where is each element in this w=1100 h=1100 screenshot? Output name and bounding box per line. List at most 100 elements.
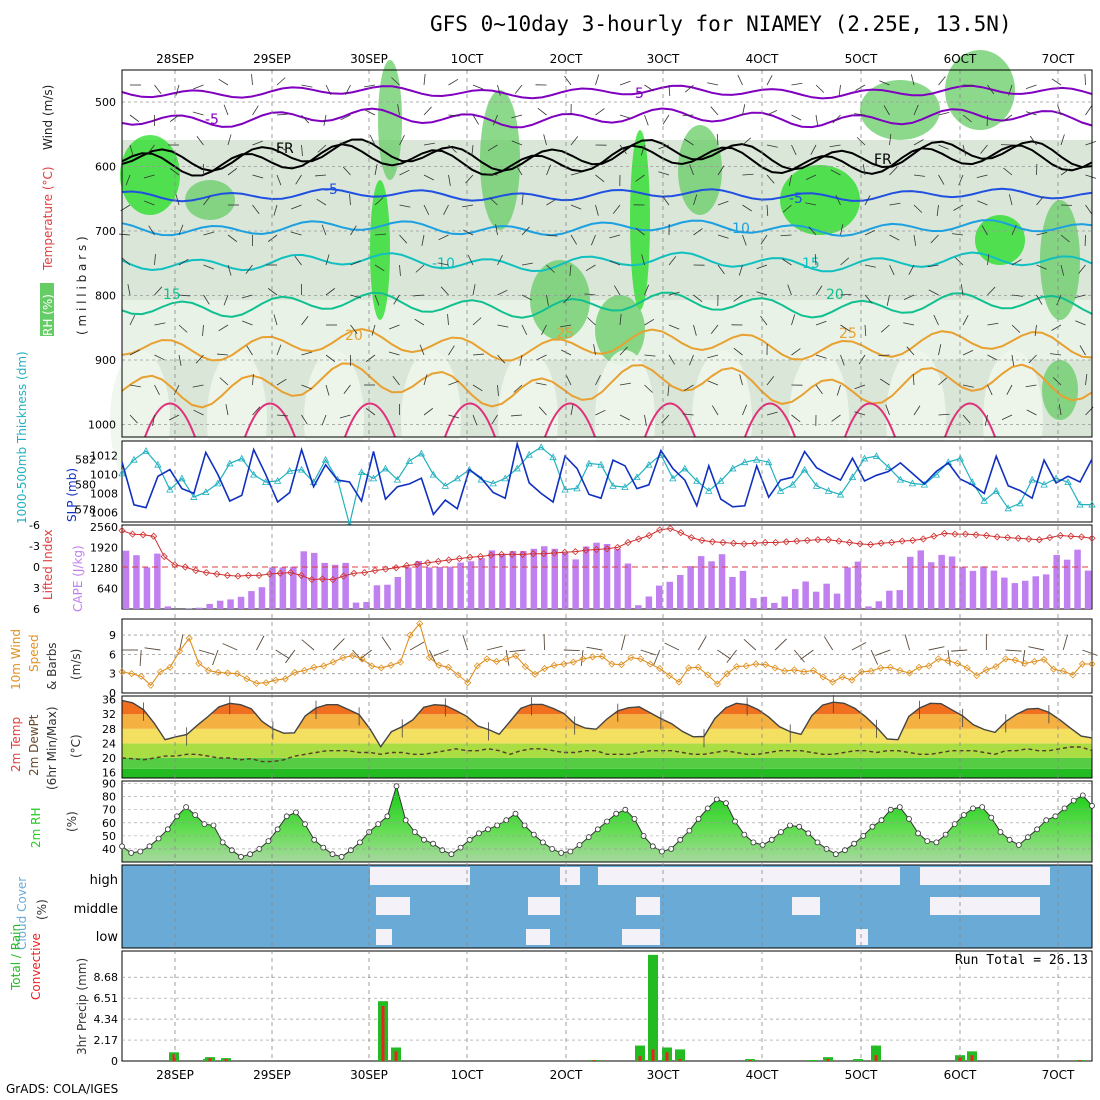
- wind-barb: [780, 234, 792, 237]
- wind-barb: [938, 144, 949, 150]
- temperature-contour: [121, 327, 1093, 362]
- rh-point: [594, 826, 601, 833]
- rh-point: [869, 823, 876, 830]
- rh-shading-band: [122, 140, 1092, 230]
- wind-barb: [365, 408, 376, 416]
- thickness-point: [884, 463, 893, 471]
- wind-barb: [644, 114, 649, 126]
- cape-bar: [708, 561, 715, 609]
- precip-total-bar: [871, 1045, 881, 1061]
- thickness-point: [1064, 478, 1072, 486]
- wind-speed-point: [272, 676, 280, 684]
- wind-barb: [419, 344, 425, 356]
- grads-credit: GrADS: COLA/IGES: [6, 1082, 119, 1096]
- middle-cloud-clear-patch: [528, 897, 560, 915]
- temp-axis-label: Temperature (°C): [41, 166, 55, 271]
- wind-speed-point: [1059, 667, 1067, 675]
- rh-point: [631, 816, 638, 822]
- temp-tick: 32: [102, 708, 116, 721]
- wind-barb: [641, 254, 645, 266]
- rh2m-units: (%): [65, 811, 79, 832]
- wind-barb: [301, 414, 308, 425]
- wind-speed-point: [1001, 655, 1010, 663]
- middle-cloud-clear-patch: [792, 897, 820, 915]
- wind-barb-10m: [543, 633, 546, 651]
- thickness-point: [800, 465, 809, 473]
- wind-barb: [392, 375, 400, 386]
- rh-point: [613, 810, 620, 817]
- wind-speed-point: [1011, 656, 1019, 664]
- precip-conv-bar: [874, 1055, 878, 1061]
- wind-speed-point: [368, 662, 376, 670]
- rh-point: [787, 822, 793, 829]
- cape-bar: [269, 567, 276, 609]
- temp-band: [122, 768, 1092, 778]
- lifted-index-point: [487, 551, 495, 559]
- rh-point: [338, 853, 345, 860]
- wind-barb: [565, 374, 572, 386]
- wind-barb: [570, 136, 579, 146]
- wind-barb: [689, 354, 694, 366]
- cape-bar: [394, 577, 402, 609]
- wind-speed-point: [521, 663, 529, 671]
- wind-barb: [791, 114, 802, 121]
- wind-barb: [471, 144, 474, 156]
- rh-point: [677, 836, 684, 843]
- thickness-point: [1088, 500, 1096, 508]
- wind-speed-point: [387, 661, 395, 669]
- rh-point: [274, 826, 281, 833]
- thickness-point: [214, 479, 222, 487]
- wind-tick: 6: [109, 648, 116, 661]
- thickness-point: [693, 477, 701, 484]
- lifted-index-point: [867, 541, 875, 549]
- precip-units: 3hr Precip (mm): [75, 958, 89, 1055]
- axis-labels: 28SEP 28SEP 29SEP 29SEP 30SEP 30SEP 1OCT 1OCT 2O…: [9, 52, 1075, 1082]
- cape-bar: [969, 570, 977, 609]
- contour-label: -5: [324, 182, 338, 198]
- wind-barb: [325, 84, 332, 96]
- wind-speed-point: [713, 680, 722, 688]
- wind-barb-10m: [301, 639, 315, 651]
- precip-conv-bar: [208, 1058, 212, 1061]
- cape-bar: [237, 596, 245, 609]
- wind-barb: [864, 294, 873, 304]
- wind-barb: [497, 354, 506, 364]
- cape-bar: [687, 566, 694, 609]
- wind-barb: [125, 174, 131, 186]
- wind-barb: [667, 384, 670, 396]
- cape-bar: [561, 552, 569, 609]
- precip-conv-bar: [224, 1059, 228, 1061]
- wind-barb: [301, 114, 310, 124]
- wind-barb: [291, 204, 302, 210]
- wind-barb: [399, 234, 408, 244]
- thickness-point: [860, 454, 869, 462]
- wind-barb: [1026, 409, 1037, 416]
- cloud-level-label: middle: [74, 902, 118, 917]
- low-cloud-clear-patch: [622, 929, 660, 945]
- rh-point: [201, 821, 208, 827]
- rh-point: [1052, 813, 1059, 820]
- wind-barb: [831, 414, 841, 422]
- wind-barb: [323, 114, 327, 126]
- wind-barb: [493, 114, 498, 126]
- wind-speed-point: [905, 669, 914, 677]
- bottom-date-label: 29SEP: [253, 1068, 291, 1082]
- wind-barb: [585, 264, 596, 272]
- cape-bar: [457, 562, 464, 609]
- rh-point: [585, 834, 592, 841]
- wind-barb: [742, 104, 746, 116]
- wind-barb: [563, 294, 572, 304]
- middle-cloud-clear-patch: [376, 897, 410, 915]
- wind-barb: [913, 204, 923, 213]
- lifted-index-point: [550, 549, 558, 557]
- wind-barb: [1050, 353, 1062, 356]
- thickness-point: [729, 464, 737, 472]
- wind-barb: [883, 105, 890, 116]
- bottom-date-label: 2OCT: [550, 1068, 583, 1082]
- wind-barb: [218, 324, 229, 332]
- lifted-index-point: [497, 550, 506, 558]
- wind-barb-10m: [851, 642, 867, 651]
- rh-point: [512, 810, 519, 817]
- contour-label: -5: [630, 86, 644, 102]
- cape-bar: [143, 567, 151, 609]
